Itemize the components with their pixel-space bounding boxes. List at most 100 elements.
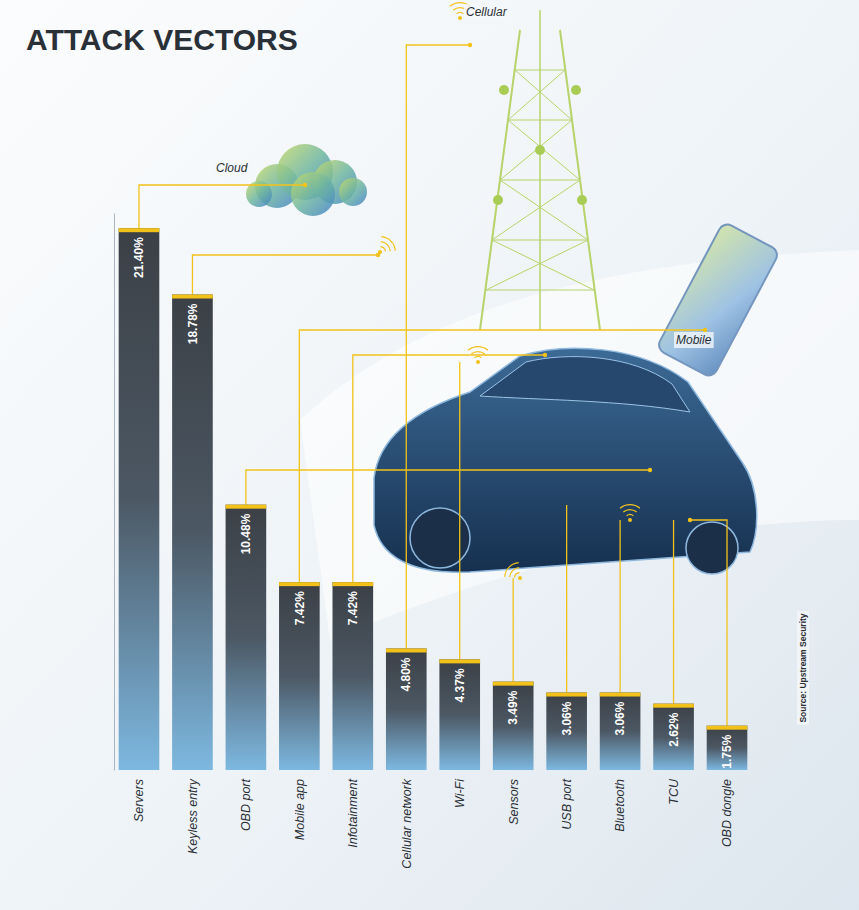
title: ATTACK VECTORS	[26, 23, 298, 56]
signal-arc	[474, 356, 482, 358]
data-label: 7.42%	[293, 591, 307, 625]
data-label: 3.49%	[506, 690, 520, 724]
data-label: 1.75%	[720, 734, 734, 768]
leader-line	[139, 185, 305, 228]
tower-part	[486, 289, 594, 290]
signal-arc	[620, 504, 641, 509]
leader-line	[513, 578, 514, 682]
bar-cap	[439, 659, 480, 663]
car-wheel	[686, 522, 738, 574]
data-label: 4.37%	[453, 668, 467, 702]
signal-dot	[628, 518, 632, 522]
x-tick: Bluetooth	[613, 770, 627, 832]
bar	[333, 582, 374, 770]
x-tick-label: Wi-Fi	[453, 778, 467, 808]
bar	[653, 704, 694, 770]
bar	[600, 693, 641, 770]
annotation: Cellular	[466, 5, 508, 19]
annotation-background	[214, 160, 250, 176]
leader-line	[246, 470, 650, 505]
x-tick-label: Sensors	[507, 779, 521, 825]
bar	[279, 582, 320, 770]
tower-part	[539, 10, 541, 330]
leader-line	[619, 520, 620, 693]
tower-part	[500, 179, 580, 180]
x-tick-label: Bluetooth	[613, 779, 627, 832]
signal-arc	[456, 12, 464, 14]
signal-dot	[458, 16, 462, 20]
illustration	[246, 2, 780, 587]
signal-icon	[371, 233, 398, 260]
bar	[226, 505, 267, 770]
signal-arc	[381, 233, 399, 251]
x-tick: Infotainment	[346, 770, 360, 848]
data-label: 2.62%	[667, 712, 681, 746]
bar-cap	[386, 648, 427, 652]
bar-cap	[172, 295, 213, 299]
leader-dot	[543, 353, 547, 357]
leader-dot	[303, 183, 307, 187]
x-tick-label: Servers	[132, 779, 146, 822]
x-tick-label: Keyless entry	[186, 778, 200, 854]
leader-line	[459, 362, 460, 659]
tower-icon	[480, 10, 600, 330]
x-tick: Wi-Fi	[453, 770, 467, 808]
signal-arc	[468, 346, 489, 351]
x-tick: Cellular network	[400, 770, 414, 869]
leader-line	[299, 330, 705, 582]
leader-line	[690, 520, 727, 726]
data-label: 3.06%	[613, 701, 627, 735]
leader-dot	[648, 468, 652, 472]
bar-cap	[493, 682, 534, 686]
annotation: Source: Upstream Security	[798, 613, 808, 722]
bar	[172, 295, 213, 770]
x-tick: Servers	[132, 770, 146, 822]
data-label: 21.40%	[132, 237, 146, 278]
tower-part	[492, 70, 594, 290]
x-tick-label: Cellular network	[400, 778, 414, 868]
signal-arc	[623, 509, 637, 513]
car-icon	[374, 348, 757, 574]
background-swoosh	[300, 250, 859, 640]
background	[0, 0, 859, 910]
bar-cap	[707, 726, 748, 730]
cloud-part	[339, 178, 367, 206]
annotation-background	[797, 611, 809, 724]
x-tick: OBD port	[239, 770, 253, 831]
bar	[546, 693, 587, 770]
x-tick: USB port	[560, 770, 574, 830]
car-window	[480, 357, 690, 412]
data-label: 18.78%	[186, 303, 200, 344]
bar-cap	[279, 582, 320, 586]
annotation: Cloud	[216, 161, 248, 175]
bar	[493, 682, 534, 770]
signal-arc	[471, 351, 485, 355]
data-label: 7.42%	[346, 591, 360, 625]
bar-cap	[546, 693, 587, 697]
x-tick: Mobile app	[293, 770, 307, 840]
bar	[119, 228, 160, 770]
data-labels: 21.40%18.78%10.48%7.42%7.42%4.80%4.37%3.…	[132, 237, 734, 769]
phone-icon	[656, 221, 780, 378]
x-tick-label: OBD port	[239, 778, 253, 831]
tower-antenna	[499, 85, 509, 95]
tower-antenna	[535, 145, 545, 155]
x-tick: Keyless entry	[186, 770, 200, 854]
signal-arc	[626, 514, 634, 516]
annotations: CloudCellularMobileSource: Upstream Secu…	[214, 4, 809, 725]
x-tick: OBD dongle	[720, 770, 734, 847]
tower-antenna	[577, 195, 587, 205]
y-axis	[114, 214, 115, 771]
signal-icon	[620, 504, 641, 522]
bar	[707, 726, 748, 770]
y-axis-line	[114, 214, 115, 771]
x-tick-label: USB port	[560, 778, 574, 829]
leader-line	[566, 505, 567, 693]
x-tick-label: Infotainment	[346, 778, 360, 847]
annotation-background	[674, 332, 714, 348]
leader-dot	[468, 43, 472, 47]
bar-cap	[600, 693, 641, 697]
bar-cap	[226, 505, 267, 509]
x-tick-label: TCU	[667, 778, 681, 805]
tower-antenna	[493, 195, 503, 205]
